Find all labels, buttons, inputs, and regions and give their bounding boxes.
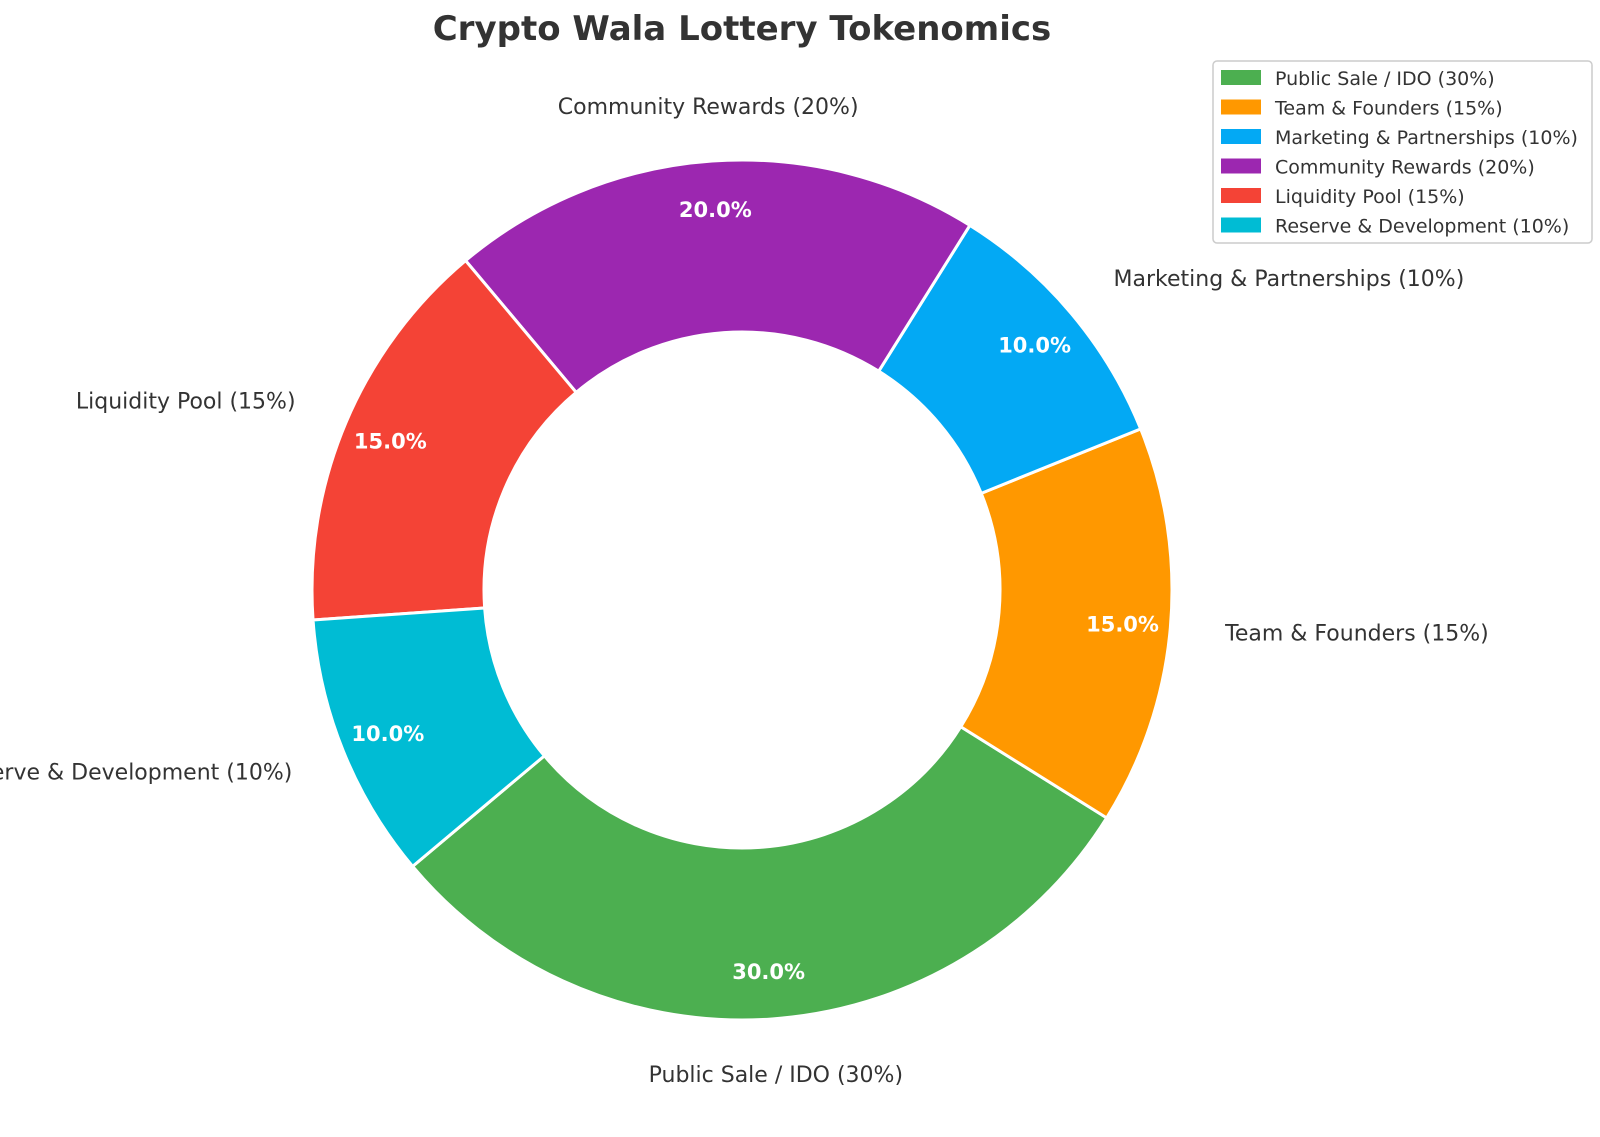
slice-pct-label-2: 10.0% (998, 333, 1071, 357)
slice-5 (311, 606, 547, 869)
legend-label-0: Public Sale / IDO (30%) (1275, 68, 1495, 90)
legend-swatch-4 (1221, 188, 1261, 203)
legend-frame (1212, 60, 1593, 244)
slice-pct-label-0: 30.0% (732, 960, 805, 984)
chart-title: Crypto Wala Lottery Tokenomics (433, 9, 1052, 49)
slice-pct-label-4: 15.0% (354, 430, 427, 454)
slice-pct-label-1: 15.0% (1086, 612, 1159, 636)
slice-outer-label-4: Liquidity Pool (15%) (76, 389, 296, 414)
slice-outer-label-0: Public Sale / IDO (30%) (649, 1063, 903, 1088)
legend-label-4: Liquidity Pool (15%) (1275, 186, 1465, 208)
legend-swatch-1 (1221, 99, 1261, 115)
slice-pct-label-3: 20.0% (679, 198, 752, 222)
slice-3 (463, 158, 972, 395)
slice-0 (410, 724, 1109, 1022)
legend-label-2: Marketing & Partnerships (10%) (1275, 127, 1578, 149)
slice-pct-label-5: 10.0% (351, 722, 424, 746)
legend-swatch-0 (1221, 70, 1261, 85)
legend-label-3: Community Rewards (20%) (1275, 157, 1535, 179)
percent-labels-group: 30.0% 15.0% 10.0% 20.0% 15.0% 10.0% (351, 198, 1159, 984)
slice-1 (958, 426, 1174, 820)
legend-swatch-5 (1221, 217, 1261, 233)
legend-swatch-3 (1221, 158, 1261, 174)
legend: Public Sale / IDO (30%) Team & Founders (… (1212, 60, 1593, 244)
legend-label-1: Team & Founders (15%) (1274, 98, 1503, 120)
slice-outer-label-5: Reserve & Development (10%) (0, 761, 292, 786)
legend-label-5: Reserve & Development (10%) (1275, 216, 1569, 238)
slice-outer-label-3: Community Rewards (20%) (558, 95, 859, 120)
slice-outer-label-2: Marketing & Partnerships (10%) (1114, 267, 1465, 292)
slices-group (310, 158, 1174, 1022)
slice-outer-label-1: Team & Founders (15%) (1224, 621, 1489, 646)
legend-items: Public Sale / IDO (30%) Team & Founders (… (1221, 68, 1578, 238)
legend-swatch-2 (1221, 129, 1261, 144)
slice-4 (310, 258, 579, 622)
outer-labels-group: Public Sale / IDO (30%) Team & Founders (… (0, 95, 1489, 1088)
